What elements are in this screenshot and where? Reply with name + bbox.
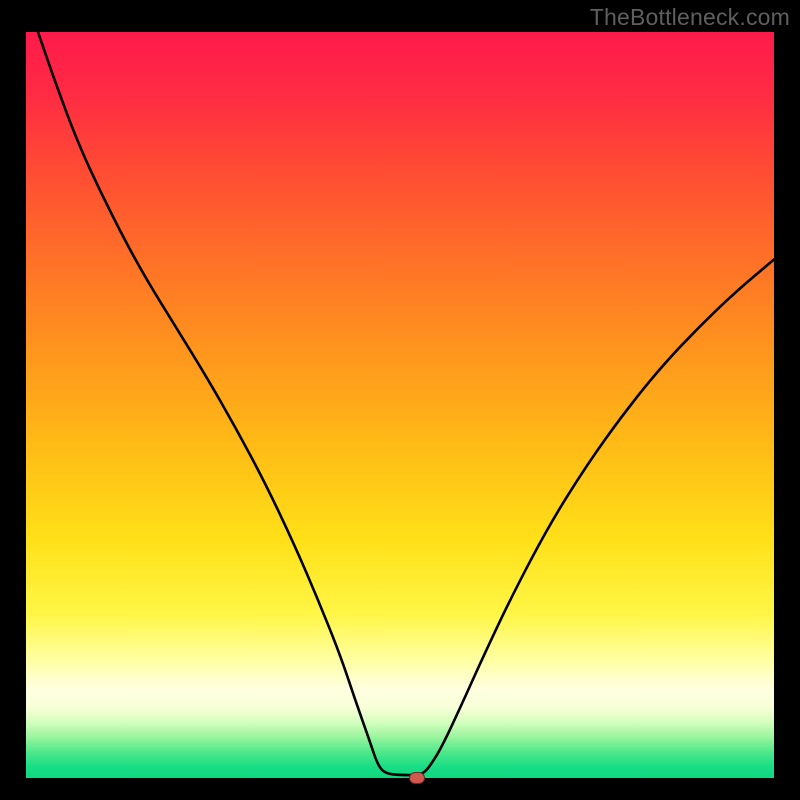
bottleneck-chart xyxy=(0,0,800,800)
optimum-marker xyxy=(409,772,425,784)
plot-background xyxy=(26,32,774,778)
chart-frame: TheBottleneck.com xyxy=(0,0,800,800)
